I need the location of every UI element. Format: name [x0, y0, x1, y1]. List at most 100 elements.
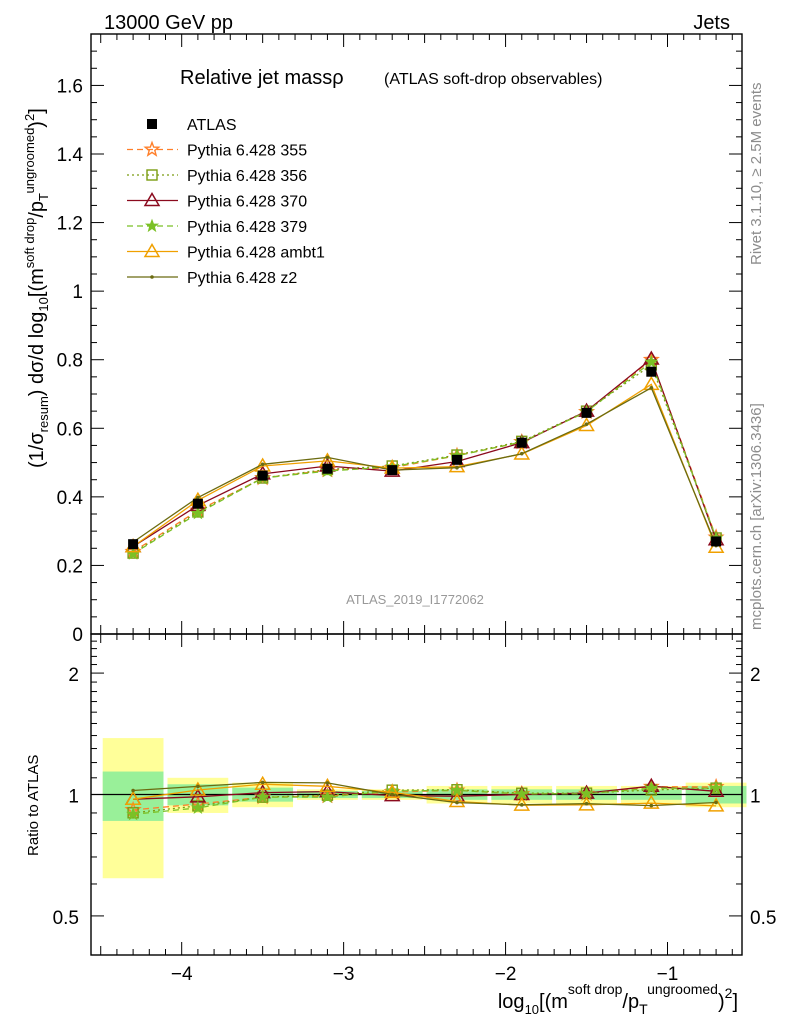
- data-point: [322, 463, 333, 474]
- main-series-layer: [124, 350, 725, 560]
- legend-marker: [147, 119, 157, 129]
- main-panel: 0 0.2 0.4 0.6 0.8 1 1.2 1.4 1.6 Relative jet mas…: [57, 33, 743, 646]
- ratio-tick-label-right: 2: [750, 665, 761, 686]
- ratio-series-point: [519, 803, 524, 807]
- series-line: [132, 386, 717, 546]
- legend-label: ATLAS: [187, 117, 237, 134]
- y-tick-label: 0: [72, 625, 83, 646]
- data-point: [387, 465, 398, 476]
- y-tick-label: 0.6: [57, 419, 83, 440]
- chart-subtitle: (ATLAS soft-drop observables): [384, 71, 602, 88]
- legend-label: Pythia 6.428 356: [187, 168, 307, 185]
- ratio-series-point: [584, 801, 589, 806]
- x-axis-label: log10[(msoft drop/pTungroomed)2]: [498, 981, 738, 1017]
- data-point: [451, 454, 462, 465]
- ratio-series-point: [579, 786, 594, 800]
- series-point: [325, 455, 330, 460]
- ratio-y-axis-label: Ratio to ATLAS: [25, 755, 42, 856]
- ratio-series-point: [707, 782, 725, 798]
- data-point: [516, 437, 527, 448]
- ratio-series-point: [190, 800, 205, 814]
- series-point: [455, 465, 459, 470]
- series-line: [132, 383, 717, 548]
- x-tick-label: −2: [495, 964, 517, 985]
- ratio-series-line: [133, 787, 717, 815]
- header-right-label: Jets: [693, 12, 730, 34]
- header-left-label: 13000 GeV pp: [104, 12, 233, 34]
- data-point: [711, 536, 722, 547]
- ratio-panel: −4 −3 −2 −1 0.5 0.5 1 1 2 2: [53, 633, 776, 985]
- x-tick-label: −3: [333, 964, 355, 985]
- ratio-tick-label-right: 1: [750, 787, 761, 808]
- series-point: [190, 505, 205, 520]
- mcplots-label: mcplots.cern.ch [arXiv:1306.3436]: [748, 403, 765, 630]
- ratio-series-point: [455, 800, 459, 805]
- ratio-series-point: [448, 793, 466, 808]
- legend-marker: [144, 218, 160, 233]
- series-point: [649, 386, 654, 390]
- data-point: [257, 470, 268, 481]
- legend-marker: [143, 192, 161, 207]
- data-point: [192, 498, 203, 509]
- legend-label: Pythia 6.428 z2: [187, 270, 297, 287]
- y-tick-label: 1: [72, 282, 83, 303]
- ratio-series-point: [320, 789, 335, 804]
- series-point: [584, 422, 589, 426]
- ratio-tick-label: 1: [68, 787, 79, 808]
- legend-label: Pythia 6.428 ambt1: [187, 245, 325, 262]
- ratio-series-line: [133, 785, 717, 800]
- ratio-tick-label: 2: [68, 665, 79, 686]
- data-point: [128, 539, 139, 550]
- legend-marker: [143, 140, 161, 157]
- series-point: [578, 417, 595, 432]
- ratio-series-point: [189, 781, 207, 796]
- ratio-tick-label-right: 0.5: [750, 908, 776, 929]
- ratio-series-layer: [124, 775, 725, 821]
- legend-marker: [150, 275, 154, 279]
- data-point: [581, 407, 592, 418]
- ratio-series-point: [131, 788, 135, 793]
- ratio-series-point: [383, 783, 401, 799]
- series-line: [132, 357, 717, 548]
- y-tick-label: 0.8: [57, 351, 83, 372]
- ratio-series-point: [649, 803, 654, 808]
- main-axes: 0 0.2 0.4 0.6 0.8 1 1.2 1.4 1.6: [57, 33, 743, 646]
- series-line: [132, 361, 717, 555]
- y-axis-label: (1/σresum) dσ/d log10[(msoft drop/pTungr…: [22, 108, 51, 468]
- y-tick-label: 0.2: [57, 556, 83, 577]
- data-point: [646, 366, 657, 377]
- x-tick-label: −1: [657, 964, 679, 985]
- series-point: [448, 458, 466, 473]
- ratio-series-point: [714, 800, 718, 805]
- ratio-series-group: [131, 780, 718, 808]
- ratio-series-point: [260, 780, 265, 785]
- ratio-tick-label: 0.5: [53, 908, 79, 929]
- analysis-watermark: ATLAS_2019_I1772062: [346, 592, 484, 607]
- ratio-series-point: [449, 782, 465, 797]
- y-tick-label: 1.2: [57, 214, 83, 235]
- ratio-series-point: [643, 794, 660, 809]
- series-point: [513, 445, 531, 460]
- ratio-series-point: [709, 780, 724, 795]
- ratio-series-point: [126, 806, 141, 821]
- legend-marker: [146, 169, 158, 181]
- legend-label: Pythia 6.428 370: [187, 194, 307, 211]
- series-point: [260, 462, 265, 467]
- data-series-group: [128, 366, 722, 550]
- ratio-series-point: [707, 797, 725, 812]
- y-tick-label: 1.6: [57, 76, 83, 97]
- rivet-version-label: Rivet 3.1.10, ≥ 2.5M events: [748, 83, 765, 266]
- ratio-series-point: [255, 789, 270, 804]
- legend-label: Pythia 6.428 355: [187, 143, 307, 160]
- ratio-series-point: [196, 784, 200, 789]
- x-tick-label: −4: [171, 964, 193, 985]
- ratio-series-group: [126, 780, 724, 821]
- legend-marker: [143, 243, 161, 258]
- series-point: [519, 451, 524, 456]
- chart-title: Relative jet massρ: [180, 67, 344, 89]
- series-point: [196, 495, 200, 500]
- legend: ATLAS Pythia 6.428 355 Pythia 6.428 356 Pyt…: [127, 117, 325, 287]
- ratio-series-point: [390, 792, 395, 797]
- ratio-series-point: [514, 786, 529, 800]
